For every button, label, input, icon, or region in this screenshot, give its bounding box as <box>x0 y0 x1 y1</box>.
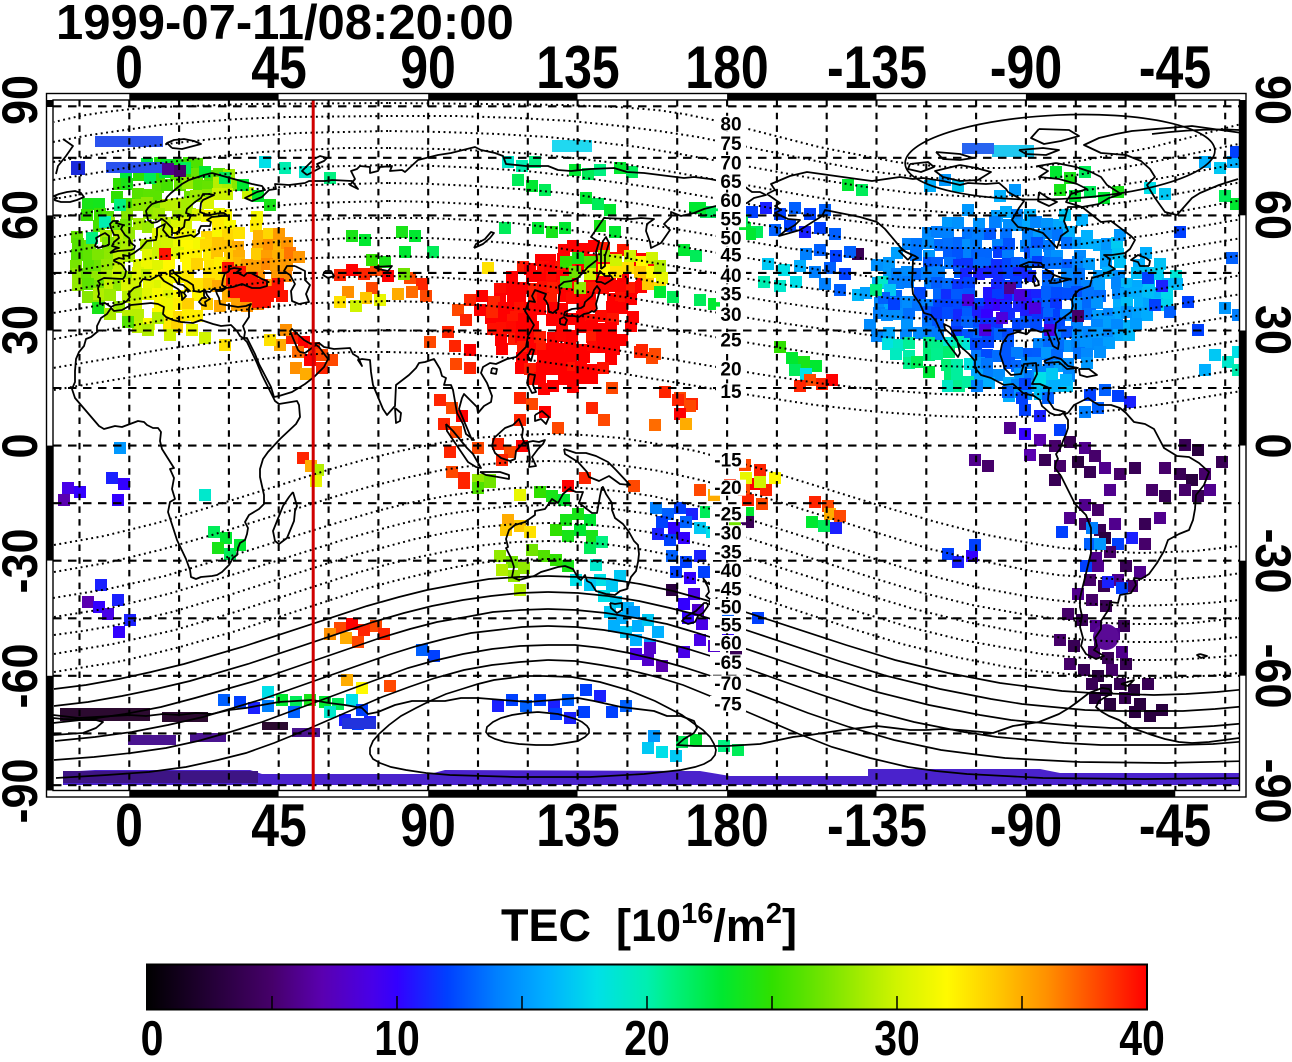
svg-text:0: 0 <box>115 792 143 859</box>
svg-text:65: 65 <box>720 172 742 193</box>
svg-text:180: 180 <box>685 792 768 859</box>
svg-text:90: 90 <box>400 792 456 859</box>
svg-text:10: 10 <box>374 1010 420 1057</box>
svg-text:45: 45 <box>251 792 307 859</box>
svg-text:-55: -55 <box>714 615 742 636</box>
svg-text:90: 90 <box>1244 75 1292 125</box>
svg-text:30: 30 <box>874 1010 920 1057</box>
svg-text:TEC [1016/m2]: TEC [1016/m2] <box>501 898 797 951</box>
svg-text:-90: -90 <box>990 792 1062 859</box>
svg-text:-60: -60 <box>0 643 49 708</box>
svg-text:60: 60 <box>720 191 741 212</box>
svg-text:0: 0 <box>115 34 143 101</box>
svg-text:-75: -75 <box>714 695 742 716</box>
svg-text:20: 20 <box>720 360 741 381</box>
svg-text:-90: -90 <box>1244 758 1292 823</box>
svg-text:-35: -35 <box>714 543 742 564</box>
svg-text:50: 50 <box>720 229 741 250</box>
svg-text:40: 40 <box>1119 1010 1165 1057</box>
svg-text:60: 60 <box>1244 190 1292 240</box>
svg-text:80: 80 <box>720 114 741 135</box>
svg-text:70: 70 <box>720 154 741 175</box>
svg-text:40: 40 <box>720 266 741 287</box>
svg-text:-25: -25 <box>714 505 742 526</box>
svg-text:-135: -135 <box>827 792 927 859</box>
svg-text:55: 55 <box>720 210 742 231</box>
svg-text:25: 25 <box>720 331 742 352</box>
svg-text:-45: -45 <box>714 580 742 601</box>
svg-text:-60: -60 <box>714 634 741 655</box>
svg-text:180: 180 <box>685 34 768 101</box>
svg-text:30: 30 <box>1244 305 1292 355</box>
svg-text:-70: -70 <box>714 674 741 695</box>
svg-text:0: 0 <box>1244 433 1292 458</box>
svg-text:75: 75 <box>720 134 742 155</box>
svg-text:20: 20 <box>624 1010 670 1057</box>
svg-text:-60: -60 <box>1244 643 1292 708</box>
svg-text:-90: -90 <box>990 34 1062 101</box>
svg-text:90: 90 <box>400 34 456 101</box>
svg-text:-20: -20 <box>714 478 741 499</box>
svg-text:1999-07-11/08:20:00: 1999-07-11/08:20:00 <box>56 0 514 50</box>
svg-text:135: 135 <box>536 792 619 859</box>
svg-text:90: 90 <box>0 75 49 125</box>
svg-text:15: 15 <box>720 382 742 403</box>
svg-text:-45: -45 <box>1139 792 1211 859</box>
svg-text:0: 0 <box>0 433 49 458</box>
svg-text:30: 30 <box>720 305 741 326</box>
svg-text:-40: -40 <box>714 561 741 582</box>
svg-text:45: 45 <box>251 34 307 101</box>
svg-text:-90: -90 <box>0 758 49 823</box>
svg-text:35: 35 <box>720 285 742 306</box>
svg-text:0: 0 <box>141 1010 164 1057</box>
svg-text:-15: -15 <box>714 450 742 471</box>
svg-text:-50: -50 <box>714 597 741 618</box>
svg-text:-135: -135 <box>827 34 927 101</box>
svg-text:-65: -65 <box>714 653 742 674</box>
svg-text:30: 30 <box>0 305 49 355</box>
svg-text:45: 45 <box>720 246 742 267</box>
svg-text:-45: -45 <box>1139 34 1211 101</box>
svg-text:60: 60 <box>0 190 49 240</box>
svg-text:-30: -30 <box>1244 528 1292 593</box>
svg-text:-30: -30 <box>0 528 49 593</box>
svg-text:-30: -30 <box>714 524 741 545</box>
svg-text:135: 135 <box>536 34 619 101</box>
